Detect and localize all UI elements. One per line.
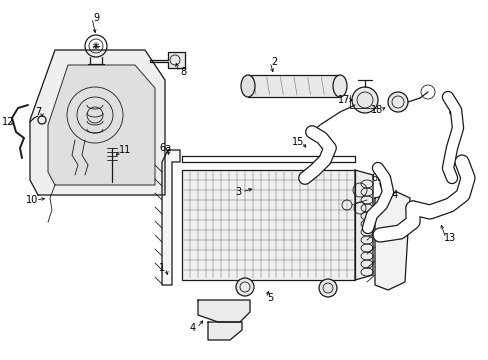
Text: 16: 16 <box>448 103 460 113</box>
Text: 10: 10 <box>26 195 38 205</box>
Text: 4: 4 <box>189 323 196 333</box>
Text: 14: 14 <box>386 190 398 200</box>
Text: 3: 3 <box>234 187 241 197</box>
Ellipse shape <box>241 75 254 97</box>
Text: 9: 9 <box>93 13 99 23</box>
Circle shape <box>351 87 377 113</box>
Text: 6a: 6a <box>159 143 171 153</box>
Text: 17: 17 <box>337 95 349 105</box>
Text: 15: 15 <box>291 137 304 147</box>
Circle shape <box>318 279 336 297</box>
Text: 6b: 6b <box>371 173 384 183</box>
Bar <box>182 170 354 280</box>
Circle shape <box>387 92 407 112</box>
Circle shape <box>236 278 253 296</box>
Polygon shape <box>354 170 372 280</box>
Text: 2: 2 <box>270 57 277 67</box>
Ellipse shape <box>332 75 346 97</box>
Text: 18: 18 <box>370 105 382 115</box>
Text: 7: 7 <box>35 107 41 117</box>
Text: 12: 12 <box>2 117 14 127</box>
Polygon shape <box>150 52 184 68</box>
Text: 13: 13 <box>443 233 455 243</box>
Polygon shape <box>207 322 242 340</box>
Polygon shape <box>374 192 409 290</box>
Polygon shape <box>162 150 180 285</box>
Polygon shape <box>30 50 164 195</box>
Polygon shape <box>48 65 155 185</box>
Text: 8: 8 <box>180 67 185 77</box>
Bar <box>247 75 339 97</box>
Text: 5: 5 <box>266 293 273 303</box>
Text: 1: 1 <box>159 263 165 273</box>
Text: 11: 11 <box>119 145 131 155</box>
Polygon shape <box>198 300 249 322</box>
